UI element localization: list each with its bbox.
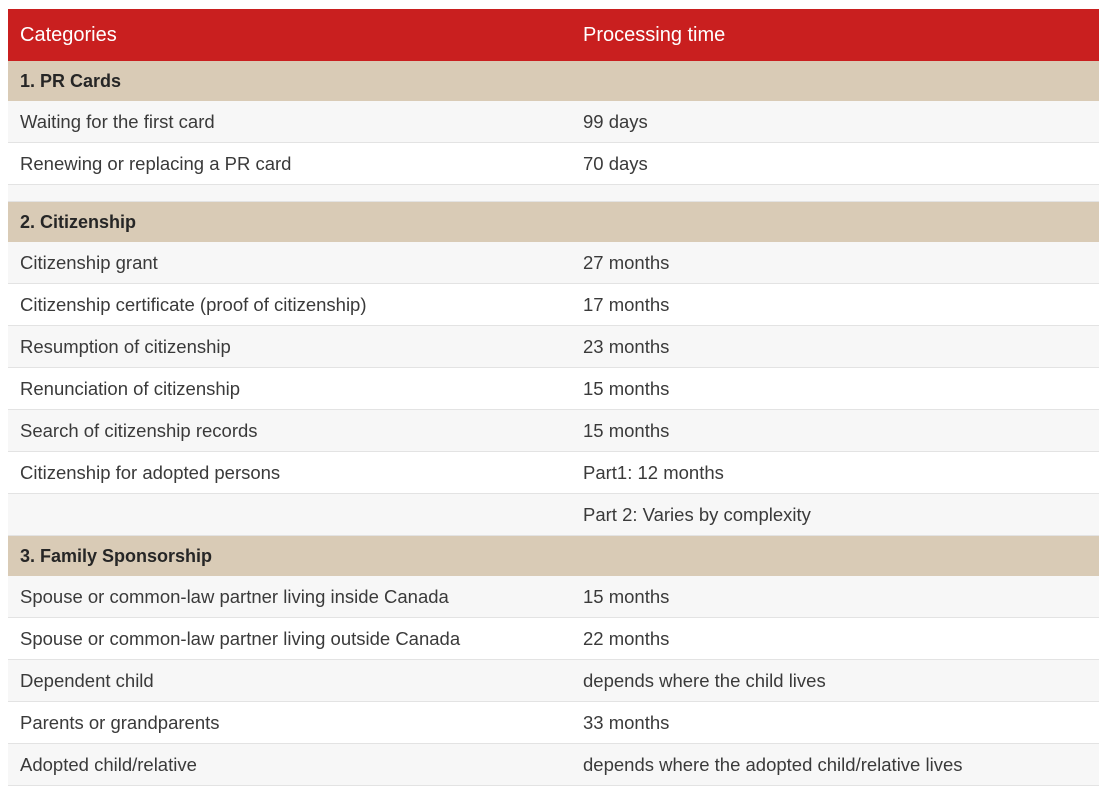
header-processing-time: Processing time (583, 23, 726, 46)
table-row: Spouse or common-law partner living insi… (8, 576, 1099, 618)
row-time: Part1: 12 months (583, 461, 724, 483)
row-category: Resumption of citizenship (20, 335, 231, 357)
row-category: Parents or grandparents (20, 711, 220, 733)
section-title: 3. Family Sponsorship (20, 545, 213, 566)
section-title: 1. PR Cards (20, 70, 122, 91)
row-time: 27 months (583, 251, 670, 273)
row-time: 15 months (583, 419, 670, 441)
row-time: 70 days (583, 152, 648, 174)
table-row: Renunciation of citizenship 15 months (8, 368, 1099, 410)
section-title: 2. Citizenship (20, 211, 137, 232)
table-row: Search of citizenship records 15 months (8, 410, 1099, 452)
row-time: Part 2: Varies by complexity (583, 503, 811, 525)
row-category: Spouse or common-law partner living outs… (20, 627, 461, 649)
table-row: Part 2: Varies by complexity (8, 494, 1099, 536)
processing-times-table: Categories Processing time 1. PR Cards W… (8, 9, 1099, 786)
row-category: Adopted child/relative (20, 753, 197, 775)
row-category: Waiting for the first card (20, 110, 215, 132)
header-categories: Categories (20, 23, 117, 46)
row-time: depends where the child lives (583, 669, 826, 691)
row-category: Renewing or replacing a PR card (20, 152, 292, 174)
row-category: Dependent child (20, 669, 154, 691)
table-row: Parents or grandparents 33 months (8, 702, 1099, 744)
row-category: Citizenship grant (20, 251, 158, 273)
row-category: Citizenship certificate (proof of citize… (20, 293, 367, 315)
row-time: 15 months (583, 585, 670, 607)
table-row: Citizenship grant 27 months (8, 242, 1099, 284)
table-row: Adopted child/relative depends where the… (8, 744, 1099, 786)
row-time: 99 days (583, 110, 648, 132)
row-time: 17 months (583, 293, 670, 315)
row-time: depends where the adopted child/relative… (583, 753, 963, 775)
section-spacer (8, 185, 1099, 202)
row-time: 33 months (583, 711, 670, 733)
table-row: Citizenship certificate (proof of citize… (8, 284, 1099, 326)
table-row: Resumption of citizenship 23 months (8, 326, 1099, 368)
table-row: Renewing or replacing a PR card 70 days (8, 143, 1099, 185)
row-category: Citizenship for adopted persons (20, 461, 281, 483)
row-category: Search of citizenship records (20, 419, 258, 441)
row-category: Renunciation of citizenship (20, 377, 241, 399)
row-time: 22 months (583, 627, 670, 649)
table-row: Citizenship for adopted persons Part1: 1… (8, 452, 1099, 494)
table-row: Spouse or common-law partner living outs… (8, 618, 1099, 660)
row-time: 23 months (583, 335, 670, 357)
section-header-citizenship: 2. Citizenship (8, 202, 1099, 242)
table-row: Waiting for the first card 99 days (8, 101, 1099, 143)
row-time: 15 months (583, 377, 670, 399)
table-row: Dependent child depends where the child … (8, 660, 1099, 702)
table-header: Categories Processing time (8, 9, 1099, 61)
row-category: Spouse or common-law partner living insi… (20, 585, 449, 607)
section-header-family-sponsorship: 3. Family Sponsorship (8, 536, 1099, 576)
section-header-pr-cards: 1. PR Cards (8, 61, 1099, 101)
